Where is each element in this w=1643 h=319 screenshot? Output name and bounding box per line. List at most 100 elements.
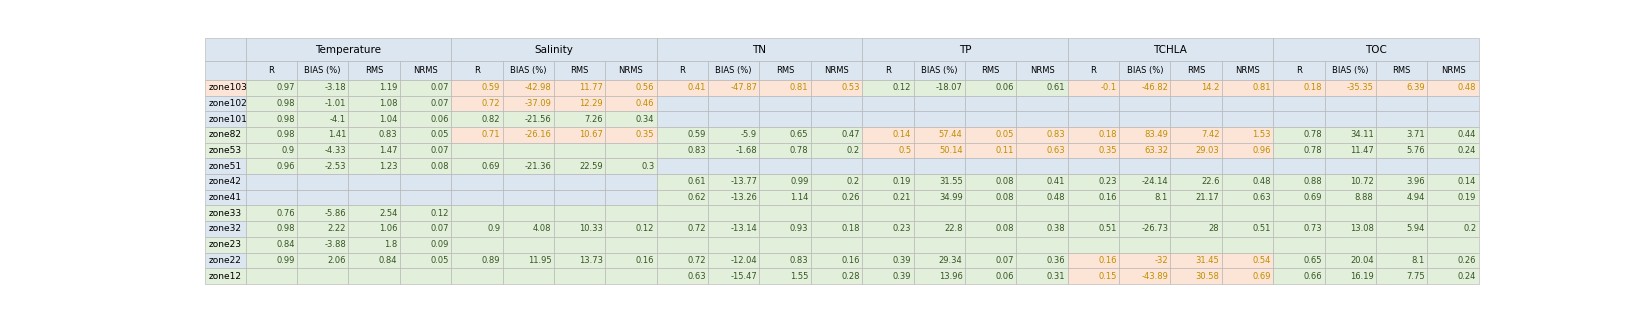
Bar [554, 190, 605, 205]
Text: 63.32: 63.32 [1144, 146, 1168, 155]
Text: 0.96: 0.96 [1252, 146, 1272, 155]
Text: 0.98: 0.98 [276, 99, 294, 108]
Bar [1324, 174, 1375, 190]
Text: 0.16: 0.16 [841, 256, 859, 265]
Text: 0.72: 0.72 [481, 99, 499, 108]
Bar [605, 268, 657, 284]
Bar [246, 127, 297, 143]
Text: 8.1: 8.1 [1411, 256, 1424, 265]
Text: TN: TN [752, 45, 766, 55]
Text: 28: 28 [1209, 225, 1219, 234]
Bar [452, 80, 503, 96]
Bar [503, 190, 554, 205]
Text: 1.19: 1.19 [380, 83, 398, 92]
Text: 83.49: 83.49 [1144, 130, 1168, 139]
Text: 0.65: 0.65 [790, 130, 808, 139]
Text: 0.06: 0.06 [430, 115, 449, 123]
Text: zone102: zone102 [209, 99, 246, 108]
Bar [452, 253, 503, 268]
Bar [554, 80, 605, 96]
Text: R: R [268, 66, 274, 75]
Bar [246, 38, 452, 61]
Bar [554, 143, 605, 158]
Bar [1170, 268, 1222, 284]
Bar [205, 190, 246, 205]
Text: 0.99: 0.99 [276, 256, 294, 265]
Text: -37.09: -37.09 [524, 99, 552, 108]
Bar [1324, 268, 1375, 284]
Text: 7.75: 7.75 [1406, 271, 1424, 281]
Bar [348, 127, 399, 143]
Text: NRMS: NRMS [619, 66, 644, 75]
Text: 0.72: 0.72 [687, 256, 706, 265]
Bar [1119, 111, 1170, 127]
Bar [503, 96, 554, 111]
Bar [1222, 61, 1273, 80]
Text: 0.39: 0.39 [892, 271, 912, 281]
Text: zone41: zone41 [209, 193, 242, 202]
Bar [657, 38, 863, 61]
Text: 0.82: 0.82 [481, 115, 499, 123]
Text: 0.26: 0.26 [841, 193, 859, 202]
Bar [452, 237, 503, 253]
Text: TOC: TOC [1365, 45, 1387, 55]
Bar [1324, 143, 1375, 158]
Bar [246, 190, 297, 205]
Bar [863, 61, 914, 80]
Text: -15.47: -15.47 [731, 271, 757, 281]
Text: zone53: zone53 [209, 146, 242, 155]
Bar [297, 253, 348, 268]
Bar [810, 237, 863, 253]
Bar [964, 237, 1017, 253]
Text: 0.84: 0.84 [276, 240, 294, 249]
Bar [708, 61, 759, 80]
Bar [657, 158, 708, 174]
Bar [1428, 221, 1479, 237]
Text: -3.18: -3.18 [324, 83, 347, 92]
Text: 0.41: 0.41 [687, 83, 706, 92]
Bar [605, 127, 657, 143]
Text: 0.3: 0.3 [641, 162, 654, 171]
Bar [246, 80, 297, 96]
Bar [1119, 190, 1170, 205]
Text: 34.11: 34.11 [1351, 130, 1374, 139]
Text: 0.63: 0.63 [1252, 193, 1272, 202]
Bar [1068, 190, 1119, 205]
Text: 0.41: 0.41 [1047, 177, 1065, 186]
Bar [759, 127, 810, 143]
Bar [1222, 190, 1273, 205]
Text: 0.78: 0.78 [1303, 146, 1323, 155]
Bar [1428, 158, 1479, 174]
Text: NRMS: NRMS [1236, 66, 1260, 75]
Text: 0.51: 0.51 [1252, 225, 1272, 234]
Text: 0.14: 0.14 [1457, 177, 1477, 186]
Bar [399, 237, 452, 253]
Bar [503, 143, 554, 158]
Bar [863, 158, 914, 174]
Text: 0.15: 0.15 [1099, 271, 1117, 281]
Bar [1375, 221, 1428, 237]
Text: R: R [1296, 66, 1301, 75]
Bar [1273, 174, 1324, 190]
Bar [503, 111, 554, 127]
Text: 8.1: 8.1 [1155, 193, 1168, 202]
Text: 0.28: 0.28 [841, 271, 859, 281]
Text: 0.98: 0.98 [276, 130, 294, 139]
Bar [348, 111, 399, 127]
Text: zone12: zone12 [209, 271, 242, 281]
Bar [554, 268, 605, 284]
Bar [810, 205, 863, 221]
Text: 0.61: 0.61 [687, 177, 706, 186]
Text: 0.07: 0.07 [430, 225, 449, 234]
Bar [1324, 61, 1375, 80]
Bar [1170, 96, 1222, 111]
Text: 0.19: 0.19 [892, 177, 912, 186]
Text: 0.08: 0.08 [430, 162, 449, 171]
Bar [1222, 268, 1273, 284]
Bar [964, 127, 1017, 143]
Bar [863, 96, 914, 111]
Text: 1.06: 1.06 [380, 225, 398, 234]
Text: 0.2: 0.2 [846, 146, 859, 155]
Bar [399, 268, 452, 284]
Bar [914, 268, 964, 284]
